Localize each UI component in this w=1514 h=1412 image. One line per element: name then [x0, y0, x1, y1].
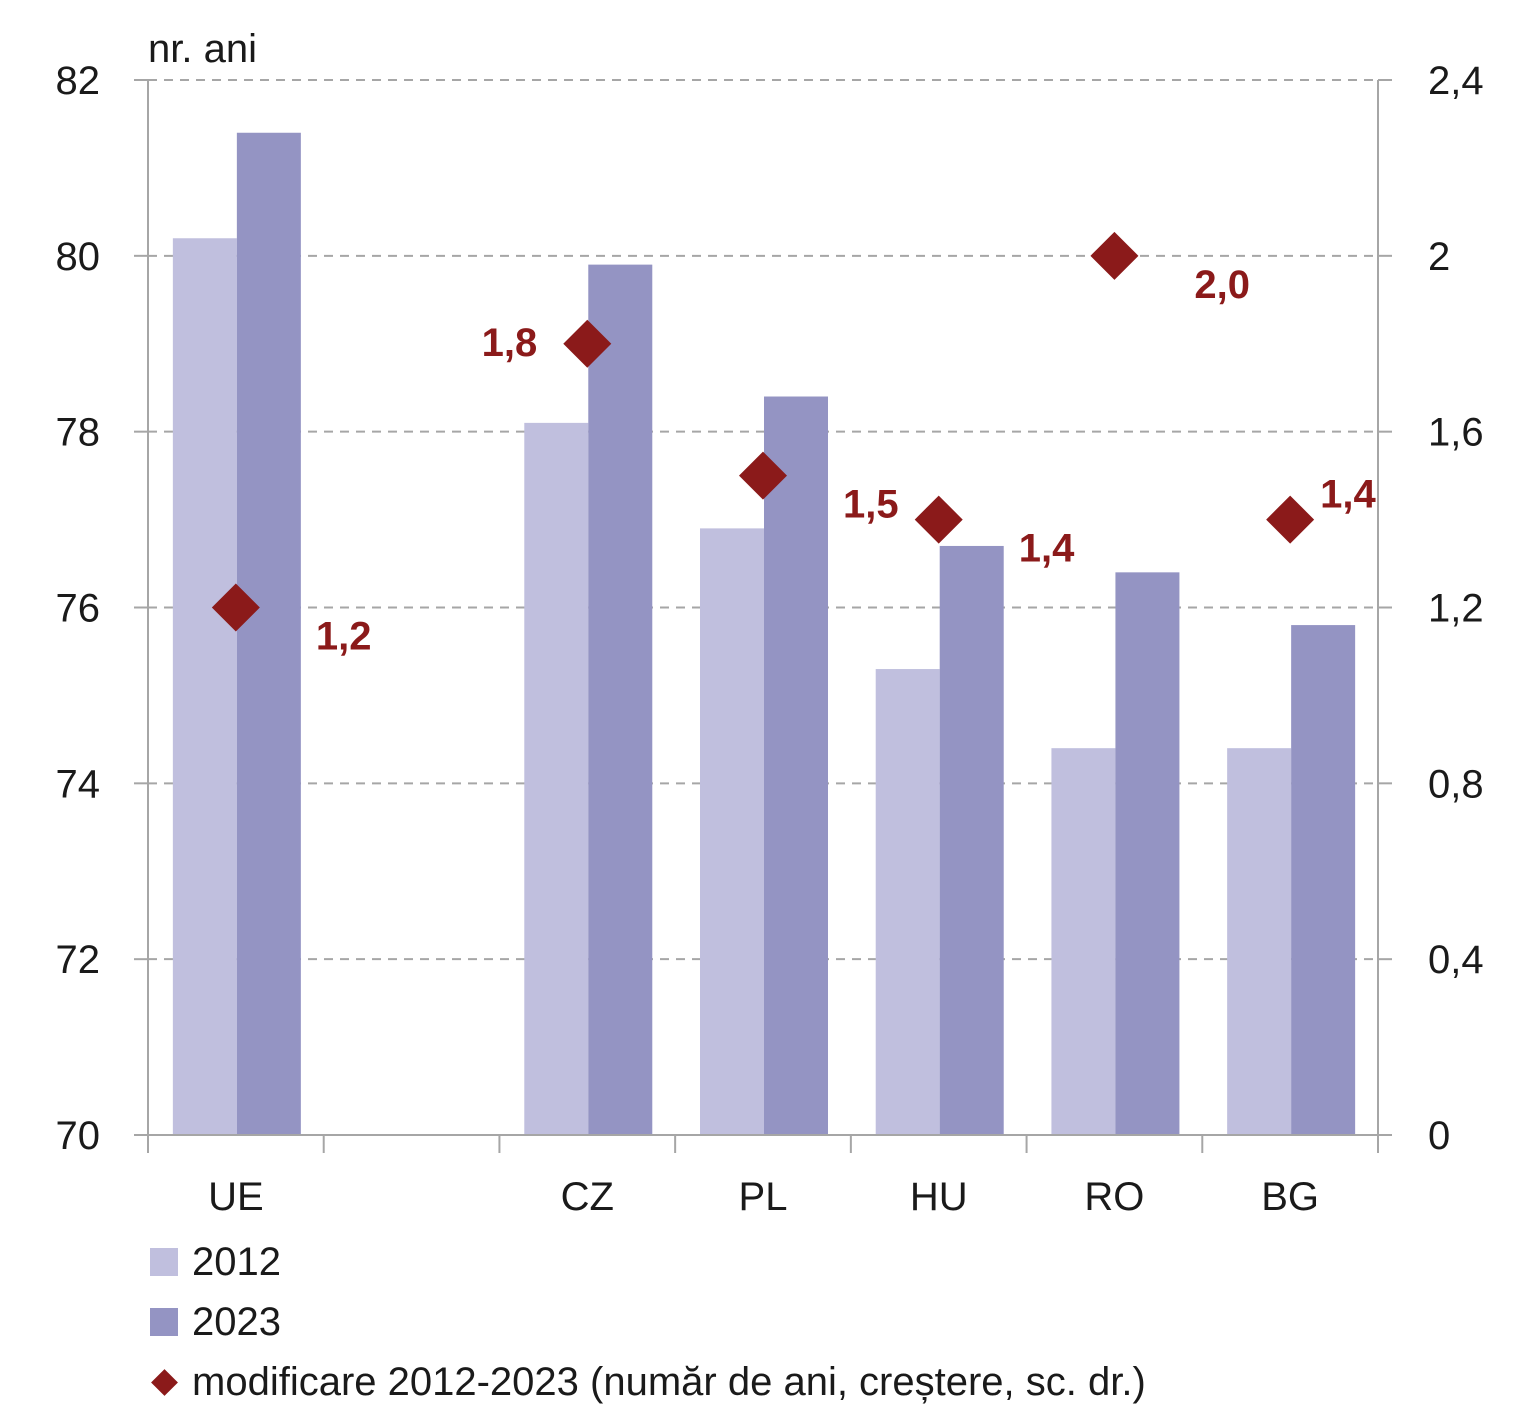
legend-label-2023: 2023	[192, 1299, 281, 1344]
y-tick-label: 72	[56, 938, 101, 982]
legend: 2012 2023 modificare 2012-2023 (număr de…	[150, 1232, 1146, 1412]
marker-PL	[739, 451, 787, 500]
y-tick-label: 78	[56, 411, 101, 455]
marker-CZ	[563, 319, 612, 368]
legend-swatch-2023	[150, 1308, 178, 1336]
legend-label-change: modificare 2012-2023 (număr de ani, creș…	[192, 1359, 1146, 1404]
y2-tick-label: 0,8	[1428, 762, 1484, 806]
bar-2023-BG	[1291, 625, 1356, 1135]
y2-tick-label: 2,4	[1428, 59, 1484, 103]
data-label-RO: 2,0	[1194, 263, 1250, 307]
bar-2012-BG	[1227, 748, 1292, 1135]
y-tick-label: 76	[56, 587, 101, 631]
legend-item-change: modificare 2012-2023 (număr de ani, creș…	[150, 1352, 1146, 1412]
y-tick-label: 70	[56, 1114, 101, 1158]
legend-item-2023: 2023	[150, 1292, 1146, 1352]
data-label-UE: 1,2	[316, 615, 372, 659]
data-label-HU: 1,4	[1019, 527, 1075, 571]
legend-swatch-2012	[150, 1248, 178, 1276]
bar-2012-CZ	[524, 422, 589, 1135]
y2-tick-label: 0	[1428, 1114, 1450, 1158]
data-label-PL: 1,5	[843, 483, 899, 527]
diamond-icon	[150, 1368, 178, 1396]
y-tick-label: 80	[56, 235, 101, 279]
chart: 82 80 78 76 74 72 70 2,4 2 1,6 1,2 0,8 0,4 0 UE CZ PL HU R…	[56, 27, 1484, 1219]
bar-2023-UE	[236, 132, 301, 1135]
x-tick-label: RO	[1084, 1175, 1144, 1219]
data-label-BG: 1,4	[1320, 473, 1376, 517]
y2-tick-label: 1,2	[1428, 587, 1484, 631]
y-axis-unit-label: nr. ani	[148, 27, 257, 71]
x-tick-label: PL	[739, 1175, 788, 1219]
x-tick-label: HU	[910, 1175, 968, 1219]
y2-tick-label: 1,6	[1428, 411, 1484, 455]
x-tick-label: CZ	[561, 1175, 614, 1219]
x-tick-label: BG	[1261, 1175, 1319, 1219]
y-tick-label: 82	[56, 59, 101, 103]
bars	[172, 132, 1356, 1135]
bar-2012-PL	[700, 528, 764, 1135]
bar-2023-RO	[1115, 572, 1180, 1135]
marker-RO	[1090, 231, 1139, 280]
axes: 82 80 78 76 74 72 70 2,4 2 1,6 1,2 0,8 0,4 0 UE CZ PL HU R…	[56, 59, 1484, 1219]
data-label-CZ: 1,8	[482, 321, 538, 365]
legend-label-2012: 2012	[192, 1239, 281, 1284]
bar-2012-UE	[172, 238, 237, 1135]
bar-2023-HU	[939, 545, 1004, 1135]
y2-tick-label: 0,4	[1428, 938, 1484, 982]
marker-UE	[211, 583, 260, 632]
bar-2012-HU	[875, 669, 940, 1135]
bar-2023-PL	[764, 396, 828, 1135]
markers: 1,2 1,8 1,5 1,4 2,0 1,4	[211, 231, 1377, 659]
marker-HU	[914, 495, 963, 544]
x-tick-label: UE	[208, 1175, 264, 1219]
marker-BG	[1266, 495, 1315, 544]
y-tick-label: 74	[56, 762, 101, 806]
legend-item-2012: 2012	[150, 1232, 1146, 1292]
bar-2012-RO	[1051, 748, 1116, 1135]
bar-2023-CZ	[588, 264, 653, 1135]
y2-tick-label: 2	[1428, 235, 1450, 279]
